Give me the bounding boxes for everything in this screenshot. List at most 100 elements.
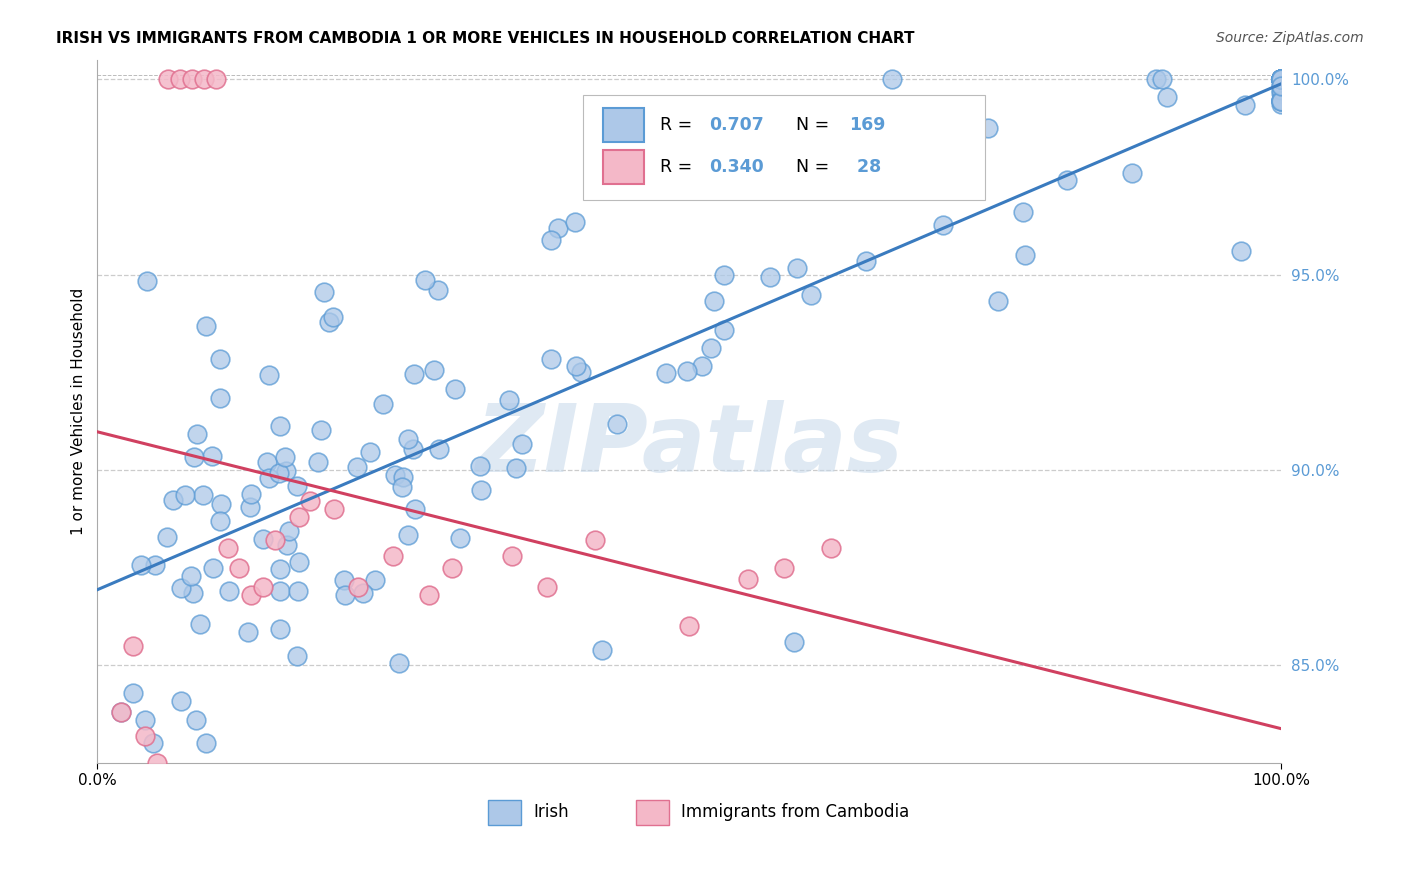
Point [1270, 72, 1292, 87]
Point [606, 417, 628, 432]
Point [1270, 72, 1292, 87]
FancyBboxPatch shape [582, 95, 986, 201]
Text: N =: N = [796, 116, 835, 134]
Point [193, 72, 215, 87]
Point [1270, 72, 1292, 87]
Text: 28: 28 [852, 158, 882, 177]
Point [252, 580, 274, 594]
Point [1270, 72, 1292, 87]
Point [887, 161, 910, 176]
Point [820, 541, 842, 555]
Point [547, 221, 569, 235]
Point [1144, 72, 1167, 87]
Point [170, 694, 193, 708]
Point [388, 657, 411, 671]
Point [170, 581, 193, 595]
Point [1270, 72, 1292, 87]
Point [427, 442, 450, 456]
Point [1270, 72, 1292, 87]
Text: IRISH VS IMMIGRANTS FROM CAMBODIA 1 OR MORE VEHICLES IN HOUSEHOLD CORRELATION CH: IRISH VS IMMIGRANTS FROM CAMBODIA 1 OR M… [56, 31, 915, 46]
Point [1056, 173, 1078, 187]
Point [564, 215, 586, 229]
Point [1270, 72, 1292, 87]
Point [855, 253, 877, 268]
Point [267, 466, 290, 480]
Point [540, 233, 562, 247]
Point [346, 580, 368, 594]
Point [1270, 72, 1292, 87]
Point [1270, 72, 1292, 87]
Point [676, 364, 699, 378]
Point [285, 649, 308, 664]
Point [423, 363, 446, 377]
Point [1270, 72, 1292, 87]
Point [1270, 72, 1292, 87]
Point [382, 549, 405, 563]
Point [183, 450, 205, 464]
Point [143, 558, 166, 573]
Point [1270, 72, 1292, 87]
Point [1270, 72, 1292, 87]
Point [1270, 72, 1292, 87]
Point [1230, 244, 1253, 259]
Point [1270, 72, 1292, 87]
Point [1270, 72, 1292, 87]
Point [145, 756, 167, 770]
Point [1270, 72, 1292, 87]
Point [444, 383, 467, 397]
Point [498, 393, 520, 408]
Point [1156, 90, 1178, 104]
Point [1270, 94, 1292, 108]
Text: N =: N = [796, 158, 835, 177]
Point [239, 500, 262, 515]
Point [110, 705, 132, 719]
Point [1270, 72, 1292, 87]
Point [441, 560, 464, 574]
Point [713, 268, 735, 283]
FancyBboxPatch shape [603, 108, 644, 142]
Point [240, 588, 263, 602]
Point [202, 560, 225, 574]
Point [181, 72, 204, 87]
Point [1270, 96, 1292, 111]
Point [786, 260, 808, 275]
Point [287, 478, 309, 492]
Point [1270, 72, 1292, 87]
Point [565, 359, 588, 374]
Point [373, 397, 395, 411]
Point [335, 589, 357, 603]
Point [737, 573, 759, 587]
Point [1270, 72, 1292, 87]
Point [252, 533, 274, 547]
Point [218, 584, 240, 599]
Point [1270, 72, 1292, 87]
Point [505, 460, 527, 475]
Point [264, 533, 287, 548]
Point [700, 341, 723, 355]
Point [307, 454, 329, 468]
Point [1152, 72, 1174, 87]
Point [470, 483, 492, 497]
Point [880, 72, 903, 87]
Point [257, 471, 280, 485]
Point [363, 573, 385, 587]
Point [1270, 72, 1292, 87]
Point [977, 120, 1000, 135]
Point [396, 432, 419, 446]
Point [703, 293, 725, 308]
Point [1234, 98, 1257, 112]
Point [932, 218, 955, 232]
Point [287, 509, 309, 524]
Point [449, 532, 471, 546]
Point [209, 497, 232, 511]
Point [333, 573, 356, 587]
Point [274, 450, 297, 464]
Point [276, 464, 298, 478]
Point [191, 488, 214, 502]
Point [173, 488, 195, 502]
Point [1270, 86, 1292, 100]
Text: R =: R = [659, 116, 697, 134]
Text: 169: 169 [849, 116, 886, 134]
Point [1270, 93, 1292, 107]
Point [426, 284, 449, 298]
